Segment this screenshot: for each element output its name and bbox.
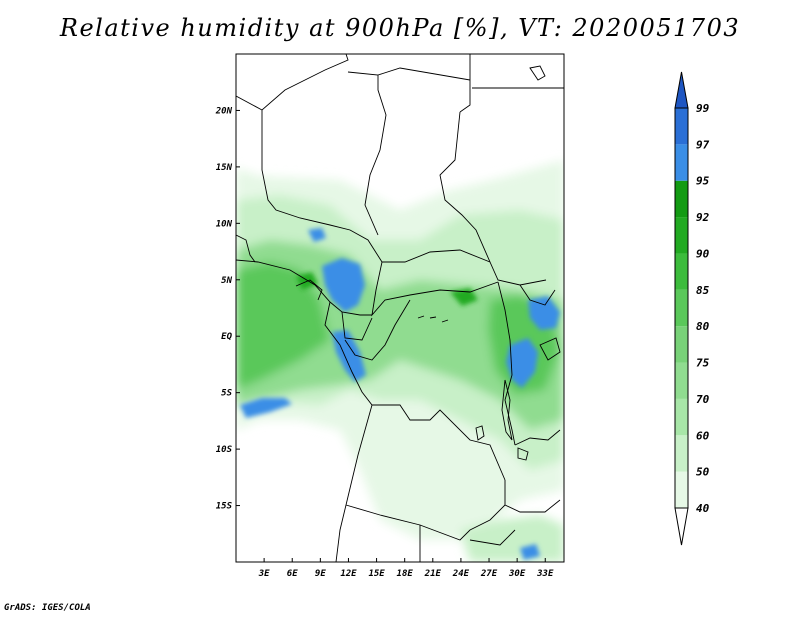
coastline bbox=[295, 279, 323, 301]
border-line bbox=[236, 259, 372, 316]
border-line bbox=[504, 480, 561, 513]
colorbar-label: 80 bbox=[696, 320, 710, 333]
colorbar: 40 50 60 70 75 80 85 90 92 95 97 99 bbox=[674, 71, 710, 546]
colorbar-min-triangle bbox=[674, 507, 689, 546]
colorbar-frame bbox=[674, 107, 689, 509]
border-line bbox=[371, 261, 499, 317]
border-line bbox=[344, 299, 411, 361]
humidity-zone-97 bbox=[528, 296, 560, 330]
colorbar-label: 70 bbox=[696, 393, 710, 406]
colorbar-label: 75 bbox=[696, 357, 710, 370]
border-line bbox=[497, 281, 516, 446]
y-tick-label: 15N bbox=[216, 163, 233, 173]
y-tick-label: 15S bbox=[216, 502, 233, 512]
country-borders bbox=[236, 54, 564, 562]
plot-frame bbox=[235, 53, 565, 563]
border-line bbox=[345, 504, 506, 541]
x-tick-label: 9E bbox=[315, 569, 326, 579]
border-line bbox=[519, 284, 556, 306]
border-line bbox=[341, 311, 373, 341]
x-tick-label: 12E bbox=[340, 569, 357, 579]
border-line bbox=[469, 529, 516, 546]
colorbar-box bbox=[675, 108, 688, 145]
x-tick-label: 15E bbox=[368, 569, 385, 579]
y-tick-label: EQ bbox=[221, 332, 232, 342]
x-tick-label: 27E bbox=[480, 569, 498, 579]
colorbar-box bbox=[675, 253, 688, 290]
x-tick-label: 30E bbox=[508, 569, 526, 579]
colorbar-label: 40 bbox=[696, 502, 710, 515]
lake-shore bbox=[417, 315, 449, 323]
y-tick-label: 5N bbox=[221, 276, 232, 286]
humidity-zone-97 bbox=[322, 258, 365, 312]
y-tick-label: 5S bbox=[221, 389, 232, 399]
coastline bbox=[236, 234, 256, 263]
colorbar-label: 99 bbox=[696, 102, 710, 115]
border-line bbox=[377, 67, 471, 81]
colorbar-box bbox=[675, 398, 688, 436]
border-line bbox=[347, 71, 387, 236]
border-line bbox=[459, 54, 471, 113]
lake-shore bbox=[501, 379, 513, 441]
humidity-zone-97 bbox=[308, 228, 326, 242]
colorbar-label: 50 bbox=[696, 466, 710, 479]
humidity-zone-97 bbox=[240, 398, 292, 418]
colorbar-box bbox=[675, 362, 688, 399]
colorbar-label: 60 bbox=[696, 429, 710, 442]
y-tick-label: 10S bbox=[216, 445, 233, 455]
humidity-field bbox=[236, 54, 564, 562]
humidity-zone-97 bbox=[506, 338, 538, 388]
humidity-zone-85 bbox=[236, 262, 330, 390]
y-tick-label: 10N bbox=[216, 219, 233, 229]
lake-shore bbox=[517, 447, 529, 461]
colorbar-box bbox=[675, 471, 688, 508]
x-tick-label: 33E bbox=[536, 569, 554, 579]
lake-shore bbox=[539, 337, 561, 361]
humidity-zone-97 bbox=[332, 330, 366, 382]
colorbar-label: 92 bbox=[696, 211, 710, 224]
x-tick-label: 21E bbox=[424, 569, 442, 579]
border-line bbox=[236, 54, 349, 111]
lake-shore bbox=[475, 425, 485, 441]
humidity-zone-97 bbox=[520, 544, 540, 560]
colorbar-label: 90 bbox=[696, 247, 710, 260]
footer-credit: GrADS: IGES/COLA bbox=[4, 603, 91, 613]
colorbar-box bbox=[675, 326, 688, 363]
axis-ticks: 3E 6E 9E 12E 15E 18E 21E 24E 27E 30E 33E 20N 15N 10N 5… bbox=[215, 106, 554, 579]
colorbar-label: 97 bbox=[696, 138, 710, 151]
x-tick-label: 18E bbox=[397, 569, 414, 579]
colorbar-max-triangle bbox=[674, 71, 689, 109]
border-line bbox=[514, 429, 561, 446]
y-tick-label: 20N bbox=[215, 106, 233, 116]
x-tick-label: 6E bbox=[287, 569, 298, 579]
lake-shore bbox=[529, 65, 546, 81]
colorbar-box bbox=[675, 435, 688, 472]
colorbar-box bbox=[675, 289, 688, 327]
border-line bbox=[261, 110, 383, 263]
border-line bbox=[439, 111, 547, 286]
colorbar-label: 85 bbox=[696, 284, 710, 297]
colorbar-box bbox=[675, 217, 688, 254]
border-line bbox=[335, 404, 373, 562]
x-tick-label: 24E bbox=[452, 569, 470, 579]
colorbar-box bbox=[675, 144, 688, 181]
humidity-zone-92 bbox=[450, 288, 478, 306]
x-tick-label: 3E bbox=[258, 569, 270, 579]
border-line bbox=[382, 249, 491, 263]
map-title: Relative humidity at 900hPa [%], VT: 202… bbox=[59, 14, 741, 42]
border-line bbox=[324, 301, 506, 481]
colorbar-label: 95 bbox=[696, 175, 710, 188]
colorbar-box bbox=[675, 180, 688, 218]
